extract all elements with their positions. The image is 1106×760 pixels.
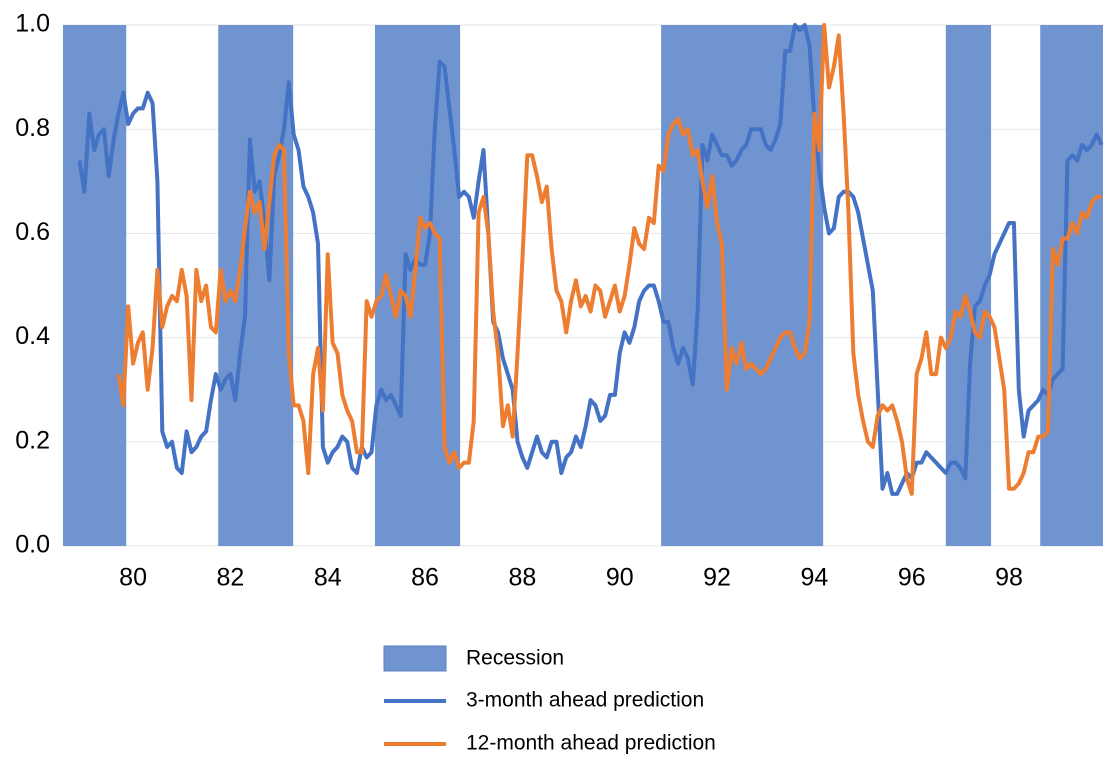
x-tick-label: 94: [801, 564, 829, 592]
x-tick-label: 90: [606, 564, 634, 592]
recession-band: [661, 25, 824, 546]
y-tick-label: 0.0: [15, 531, 50, 559]
y-tick-label: 0.6: [15, 218, 50, 246]
y-tick-label: 0.2: [15, 426, 50, 454]
series-line: [77, 23, 1104, 496]
x-tick-label: 80: [119, 564, 147, 592]
legend-label: 12-month ahead prediction: [466, 732, 716, 755]
legend-label: Recession: [466, 647, 564, 670]
x-tick-label: 82: [217, 564, 245, 592]
legend-swatch: [383, 645, 447, 672]
x-tick-label: 96: [898, 564, 926, 592]
legend-label: 3-month ahead prediction: [466, 689, 704, 712]
x-tick-label: 86: [411, 564, 439, 592]
recession-band: [1040, 25, 1103, 546]
y-tick-label: 1.0: [15, 10, 50, 38]
x-tick-label: 92: [703, 564, 731, 592]
y-tick-label: 0.4: [15, 322, 50, 350]
lines: [77, 23, 1104, 496]
y-tick-label: 0.8: [15, 114, 50, 142]
x-tick-label: 98: [995, 564, 1023, 592]
legend: Recession 3-month ahead prediction 12-mont…: [383, 645, 716, 755]
x-tick-label: 84: [314, 564, 342, 592]
recession-band: [63, 25, 127, 546]
recession-band: [218, 25, 294, 546]
x-tick-label: 88: [509, 564, 537, 592]
series-line: [116, 23, 1102, 496]
tick-labels: 0.0 0.2 0.4 0.6 0.8 1.0 80 82 84 86 88 90 92 94 96 98: [15, 10, 1023, 592]
